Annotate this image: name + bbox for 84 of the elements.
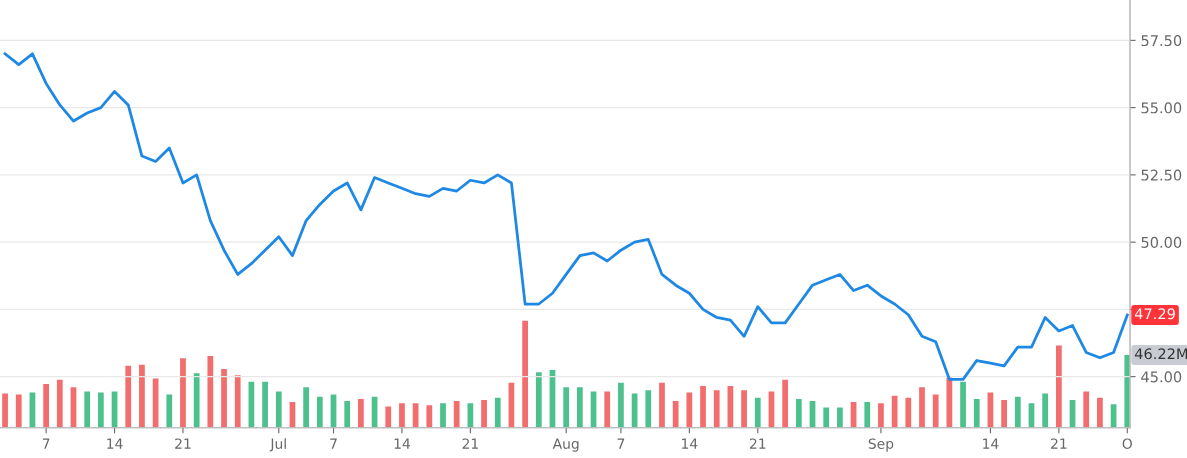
x-tick-label: 14	[983, 438, 999, 449]
x-tick-label: O	[1122, 438, 1132, 449]
x-tick-label: 7	[617, 438, 625, 449]
x-tick-label: 14	[107, 438, 123, 449]
bar	[166, 394, 173, 428]
bar	[2, 393, 8, 428]
bar	[84, 391, 91, 428]
bar	[535, 372, 542, 428]
bar	[946, 377, 953, 428]
bar	[960, 381, 966, 428]
bar	[672, 401, 679, 428]
bar	[207, 356, 214, 428]
bar	[412, 403, 419, 428]
bar	[864, 402, 871, 428]
bar	[645, 390, 652, 428]
bar	[275, 391, 282, 428]
bar	[754, 397, 761, 428]
bar	[1055, 345, 1062, 428]
bar	[262, 381, 268, 428]
bar	[522, 320, 528, 428]
bar	[782, 379, 789, 428]
bar	[358, 398, 364, 428]
bar	[919, 387, 925, 428]
bar	[481, 399, 487, 428]
y-tick-label: 45.00	[1141, 371, 1182, 383]
bar	[139, 364, 145, 428]
bar	[97, 392, 104, 428]
line-series	[3, 52, 1129, 381]
bar	[453, 401, 460, 428]
bar	[426, 405, 433, 428]
bar	[180, 358, 186, 428]
x-tick-label: Sep	[868, 438, 894, 452]
bar	[973, 398, 980, 428]
y-tick-label: 52.50	[1141, 169, 1182, 181]
bar	[316, 396, 323, 428]
bar	[234, 375, 241, 428]
y-tick-label: 50.00	[1141, 236, 1182, 248]
x-tick-label: 7	[42, 438, 50, 449]
y-tick-label: 55.00	[1141, 102, 1182, 114]
bar	[604, 391, 611, 428]
y-tick-label: 57.50	[1141, 35, 1182, 47]
bar	[385, 406, 392, 428]
x-tick-label: 14	[394, 438, 410, 449]
x-tick-label: 7	[330, 438, 337, 449]
bar	[837, 407, 843, 428]
x-tick-label: Jul	[269, 438, 286, 452]
bar	[563, 387, 570, 428]
bar	[1083, 391, 1090, 428]
bar	[932, 394, 939, 428]
bar	[713, 390, 720, 428]
x-tick-label: 14	[682, 438, 698, 449]
bar	[741, 390, 747, 428]
bar	[43, 383, 49, 428]
bar	[399, 403, 405, 428]
bar	[1042, 393, 1049, 428]
bar	[823, 407, 830, 428]
bar	[303, 387, 310, 428]
bar	[700, 386, 706, 428]
bar	[193, 373, 200, 428]
bar	[15, 394, 22, 428]
x-tick-label: 21	[175, 438, 191, 449]
bar	[686, 392, 693, 428]
bar	[878, 403, 884, 428]
bar	[221, 368, 227, 428]
bar	[905, 397, 912, 428]
x-tick-label: 21	[749, 438, 766, 449]
bar	[618, 382, 624, 428]
text: 46.22M	[1134, 348, 1187, 360]
bar	[659, 382, 665, 428]
bar	[56, 379, 63, 428]
x-tick-label: 21	[1051, 438, 1067, 449]
bar	[494, 397, 501, 428]
data-label: 47.29	[1134, 308, 1175, 320]
bar	[440, 403, 446, 428]
bar	[576, 387, 583, 428]
bar	[125, 365, 132, 428]
bar	[1001, 399, 1007, 428]
x-tick-label: 21	[462, 438, 478, 449]
bar	[1097, 397, 1103, 428]
bar	[891, 395, 898, 428]
bar	[795, 398, 802, 428]
bar	[344, 401, 351, 428]
bar	[1014, 396, 1021, 428]
x-tick-label: Aug	[552, 438, 579, 452]
